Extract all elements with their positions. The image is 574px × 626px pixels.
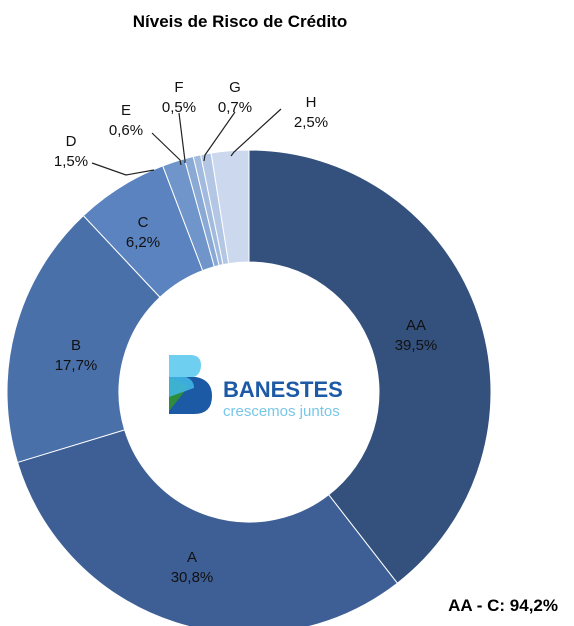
slice-category: AA bbox=[406, 317, 426, 334]
slice-category: E bbox=[121, 102, 131, 119]
slice-value: 0,7% bbox=[218, 99, 252, 116]
slice-label-aa: AA 39,5% bbox=[395, 317, 438, 354]
slice-value: 2,5% bbox=[294, 114, 328, 131]
label-leader-lines bbox=[91, 108, 282, 176]
slice-label-c: C 6,2% bbox=[126, 214, 160, 251]
leader-line-d bbox=[91, 162, 155, 176]
leader-line-g bbox=[203, 111, 236, 162]
slice-h bbox=[210, 149, 250, 265]
slice-aa bbox=[248, 149, 492, 584]
leader-line-f bbox=[178, 112, 186, 163]
slice-a bbox=[16, 429, 399, 626]
slice-label-g: G 0,7% bbox=[218, 79, 252, 116]
banestes-logo: BANESTES crescemos juntos bbox=[169, 355, 343, 420]
slice-label-b: B 17,7% bbox=[55, 337, 98, 374]
slice-label-d: D 1,5% bbox=[54, 133, 88, 170]
slice-label-f: F 0,5% bbox=[162, 79, 196, 116]
summary-label: AA - C: 94,2% bbox=[448, 596, 558, 615]
slice-value: 6,2% bbox=[126, 234, 160, 251]
leader-line-h bbox=[230, 108, 282, 157]
slice-category: H bbox=[306, 94, 317, 111]
slice-labels: AA 39,5% A 30,8% B 17,7% C 6,2% D 1,5% E 0,6% F 0,5% G… bbox=[54, 79, 437, 586]
slice-label-a: A 30,8% bbox=[171, 549, 214, 586]
chart-title: Níveis de Risco de Crédito bbox=[133, 12, 347, 31]
slice-category: F bbox=[174, 79, 183, 96]
slice-value: 1,5% bbox=[54, 153, 88, 170]
slice-value: 17,7% bbox=[55, 357, 98, 374]
slice-label-e: E 0,6% bbox=[109, 102, 143, 139]
slice-category: C bbox=[138, 214, 149, 231]
slice-value: 0,5% bbox=[162, 99, 196, 116]
slice-category: D bbox=[66, 133, 77, 150]
banestes-name: BANESTES bbox=[223, 377, 343, 402]
slice-category: A bbox=[187, 549, 197, 566]
banestes-b-icon bbox=[169, 355, 212, 414]
slice-value: 39,5% bbox=[395, 337, 438, 354]
slice-b bbox=[6, 214, 161, 464]
banestes-tagline: crescemos juntos bbox=[223, 403, 340, 420]
slice-value: 30,8% bbox=[171, 569, 214, 586]
slice-label-h: H 2,5% bbox=[294, 94, 328, 131]
slice-category: B bbox=[71, 337, 81, 354]
slice-value: 0,6% bbox=[109, 122, 143, 139]
donut-slices bbox=[6, 149, 492, 626]
leader-line-e bbox=[151, 132, 182, 166]
slice-category: G bbox=[229, 79, 241, 96]
